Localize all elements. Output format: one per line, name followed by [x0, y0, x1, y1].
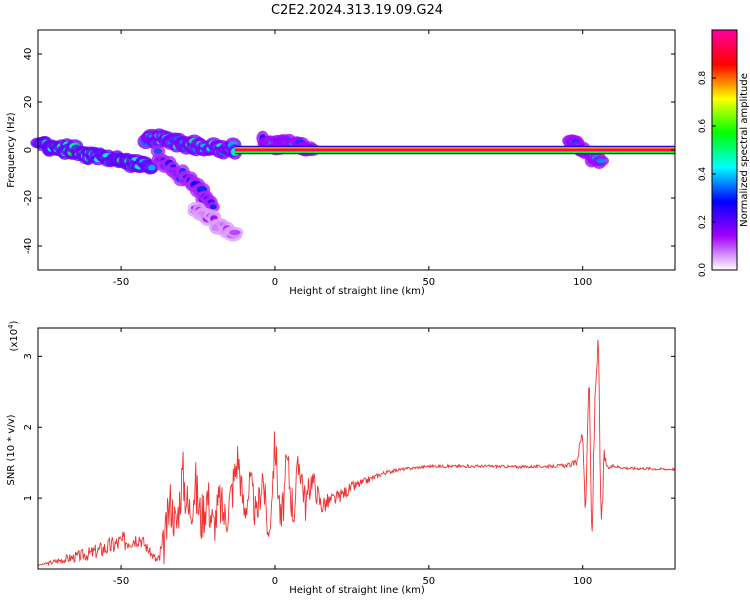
spectrogram-y-tick-label: 0: [23, 147, 34, 153]
spectrogram-y-tick-label: 40: [23, 48, 34, 61]
snr-y-tick-label: 2: [23, 424, 34, 430]
spectral-feature-upper-branch: [137, 128, 243, 160]
colorbar-ticks: 0.0 0.2 0.4 0.6 0.8: [698, 71, 716, 278]
spectrogram-y-tick-label: 20: [23, 96, 34, 109]
spectrogram-panel: -50 0 50 100 -40 -20 0 20 40 Height of straight…: [6, 29, 676, 297]
spectral-feature-lower-branch: [150, 145, 220, 213]
snr-y-ticks: 1 2 3: [23, 353, 675, 501]
colorbar-tick-label: 0.6: [698, 119, 708, 134]
snr-x-label: Height of straight line (km): [289, 585, 425, 596]
snr-multiplier-base: (x10: [9, 329, 20, 352]
dominant-frequency-line: [234, 145, 676, 155]
spectrogram-y-ticks: -40 -20 0 20 40: [23, 48, 675, 254]
snr-x-tick-label: 100: [573, 576, 592, 587]
snr-x-tick-label: -50: [113, 576, 129, 587]
spectrogram-x-ticks: -50 0 50 100: [113, 30, 592, 288]
colorbar-tick-label: 0.0: [698, 263, 708, 278]
colorbar-tick-label: 0.2: [698, 215, 708, 229]
snr-panel: -50 0 50 100 1 2 3 Height of straight line (k…: [6, 320, 676, 596]
spectrogram-y-tick-label: -40: [23, 238, 34, 254]
chart-title: C2E2.2024.313.19.09.G24: [271, 3, 443, 18]
colorbar: 0.0 0.2 0.4 0.6 0.8 Normalized spectral ampl…: [698, 29, 750, 278]
spectrogram-y-label: Frequency (Hz): [6, 112, 17, 188]
spectrogram-y-tick-label: -20: [23, 190, 34, 206]
colorbar-tick-label: 0.4: [698, 167, 708, 182]
spectrogram-x-tick-label: 50: [422, 277, 435, 288]
colorbar-scale: [711, 29, 738, 271]
snr-frame: [37, 327, 676, 570]
colorbar-tick-label: 0.8: [698, 71, 708, 86]
spectrogram-heatmap: [30, 128, 676, 242]
snr-x-ticks: -50 0 50 100: [113, 328, 592, 587]
spectral-feature-faint-tail: [187, 201, 244, 242]
snr-y-tick-label: 1: [23, 495, 34, 501]
spectrogram-x-tick-label: 0: [272, 277, 278, 288]
spectrogram-x-tick-label: -50: [113, 277, 129, 288]
snr-multiplier-exp: 4: [7, 324, 15, 329]
snr-x-tick-label: 50: [422, 576, 435, 587]
spectrogram-x-tick-label: 100: [573, 277, 592, 288]
snr-y-tick-label: 3: [23, 353, 34, 359]
colorbar-label: Normalized spectral amplitude: [739, 73, 750, 227]
snr-x-tick-label: 0: [272, 576, 278, 587]
spectrogram-x-label: Height of straight line (km): [289, 286, 425, 297]
snr-multiplier: (x104): [7, 320, 20, 351]
snr-y-label: SNR (10 * v/v): [6, 414, 17, 485]
snr-series-line: [37, 339, 676, 567]
svg-text:(x104): (x104): [7, 320, 20, 351]
